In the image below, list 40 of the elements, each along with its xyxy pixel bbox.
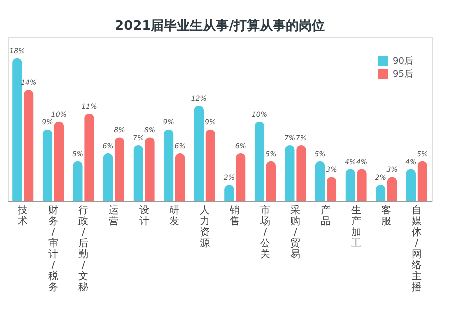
x-tick-label: 财务/审计/税务 [48, 204, 58, 294]
chart-title: 2021届毕业生从事/打算从事的岗位 [115, 19, 325, 34]
x-tick-label: 人力资源 [200, 206, 210, 250]
bar [315, 161, 326, 201]
x-tick-label: 市场/公关 [259, 204, 270, 260]
bar [326, 177, 337, 201]
bar [285, 146, 295, 201]
bar [296, 146, 306, 201]
legend-label: 90后 [393, 56, 414, 67]
bar [73, 161, 83, 201]
x-tick-label: 采购/贸易 [290, 204, 301, 260]
x-tick-label: 生产加工 [351, 204, 362, 250]
x-tick-label: 自媒体/网络主播 [412, 204, 422, 294]
bar [387, 177, 398, 201]
bar [84, 114, 94, 201]
bar [54, 122, 64, 201]
x-tick-label: 设计 [139, 204, 150, 228]
legend-label: 95后 [393, 69, 414, 80]
bar [418, 161, 428, 201]
bar [206, 130, 216, 201]
bar [103, 153, 114, 201]
bar [236, 153, 246, 201]
x-tick-label: 技术 [17, 204, 28, 228]
bar [24, 90, 34, 201]
bar [114, 138, 125, 201]
x-tick-label: 运营 [109, 204, 119, 228]
bar [134, 146, 144, 201]
bar [164, 130, 174, 201]
x-tick-label: 客服 [382, 204, 392, 228]
x-tick-label: 行政/后勤/文秘 [78, 206, 89, 294]
x-tick-label: 产品 [321, 204, 331, 228]
bar [42, 130, 53, 201]
bar [194, 106, 204, 201]
bar [266, 161, 276, 201]
x-tick-label: 销售 [229, 206, 240, 228]
bar [145, 138, 155, 201]
bar [12, 58, 22, 201]
bar [175, 153, 186, 201]
x-tick-label: 研发 [170, 206, 180, 228]
bar [254, 122, 265, 201]
